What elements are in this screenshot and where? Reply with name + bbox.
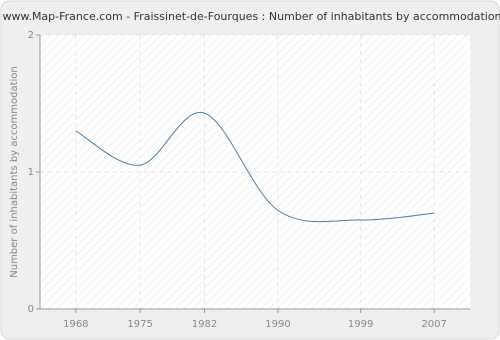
y-tick-label: 0 <box>28 304 34 315</box>
x-tick-label: 1968 <box>63 319 88 330</box>
x-tick-label: 1999 <box>348 319 373 330</box>
y-tick-label: 2 <box>28 30 34 41</box>
plot-area <box>40 35 470 309</box>
x-tick-label: 1990 <box>265 319 290 330</box>
x-tick-label: 2007 <box>421 319 446 330</box>
y-tick-label: 1 <box>28 167 34 178</box>
x-tick-label: 1982 <box>192 319 217 330</box>
x-tick-label: 1975 <box>127 319 152 330</box>
chart-title: www.Map-France.com - Fraissinet-de-Fourq… <box>2 10 500 23</box>
y-axis-label: Number of inhabitants by accommodation <box>9 66 20 278</box>
line <box>75 112 435 223</box>
